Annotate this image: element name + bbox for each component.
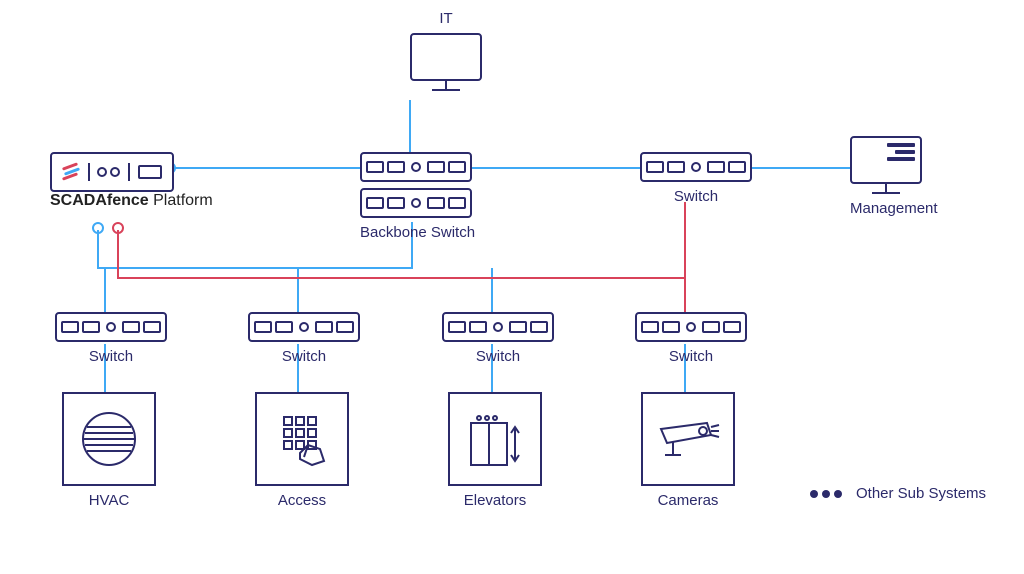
label-scadafence: SCADAfence Platform bbox=[50, 192, 213, 210]
label-switch-top: Switch bbox=[640, 188, 752, 205]
label-switch-1: Switch bbox=[55, 348, 167, 365]
monitor-icon bbox=[410, 33, 482, 91]
node-it: IT bbox=[410, 10, 482, 91]
node-switch-3: Switch bbox=[442, 312, 554, 365]
node-cameras: Cameras bbox=[641, 392, 735, 509]
switch-icon bbox=[55, 312, 167, 342]
camera-icon bbox=[641, 392, 735, 486]
switch-stack-icon bbox=[360, 152, 475, 218]
label-hvac: HVAC bbox=[62, 492, 156, 509]
node-switch-4: Switch bbox=[635, 312, 747, 365]
switch-icon bbox=[442, 312, 554, 342]
switch-icon bbox=[640, 152, 752, 182]
node-elevators: Elevators bbox=[448, 392, 542, 509]
label-switch-2: Switch bbox=[248, 348, 360, 365]
network-diagram: IT SCADAfence Platform Backbone Switch S… bbox=[0, 0, 1024, 574]
node-management: Management bbox=[850, 136, 938, 217]
label-it: IT bbox=[410, 10, 482, 27]
switch-icon bbox=[635, 312, 747, 342]
node-access: Access bbox=[255, 392, 349, 509]
scadafence-device-icon bbox=[50, 152, 174, 192]
monitor-icon bbox=[850, 136, 922, 194]
hvac-icon bbox=[62, 392, 156, 486]
node-scadafence: SCADAfence Platform bbox=[50, 152, 213, 210]
label-management: Management bbox=[850, 200, 938, 217]
access-icon bbox=[255, 392, 349, 486]
node-switch-1: Switch bbox=[55, 312, 167, 365]
label-access: Access bbox=[255, 492, 349, 509]
label-elevators: Elevators bbox=[448, 492, 542, 509]
node-hvac: HVAC bbox=[62, 392, 156, 509]
label-backbone: Backbone Switch bbox=[360, 224, 475, 241]
label-switch-3: Switch bbox=[442, 348, 554, 365]
node-backbone-switch: Backbone Switch bbox=[360, 152, 475, 241]
legend-text: Other Sub Systems bbox=[856, 485, 986, 502]
elevator-icon bbox=[448, 392, 542, 486]
node-switch-2: Switch bbox=[248, 312, 360, 365]
label-switch-4: Switch bbox=[635, 348, 747, 365]
legend-other-subsystems: Other Sub Systems bbox=[810, 485, 986, 502]
label-cameras: Cameras bbox=[641, 492, 735, 509]
switch-icon bbox=[248, 312, 360, 342]
node-switch-top: Switch bbox=[640, 152, 752, 205]
